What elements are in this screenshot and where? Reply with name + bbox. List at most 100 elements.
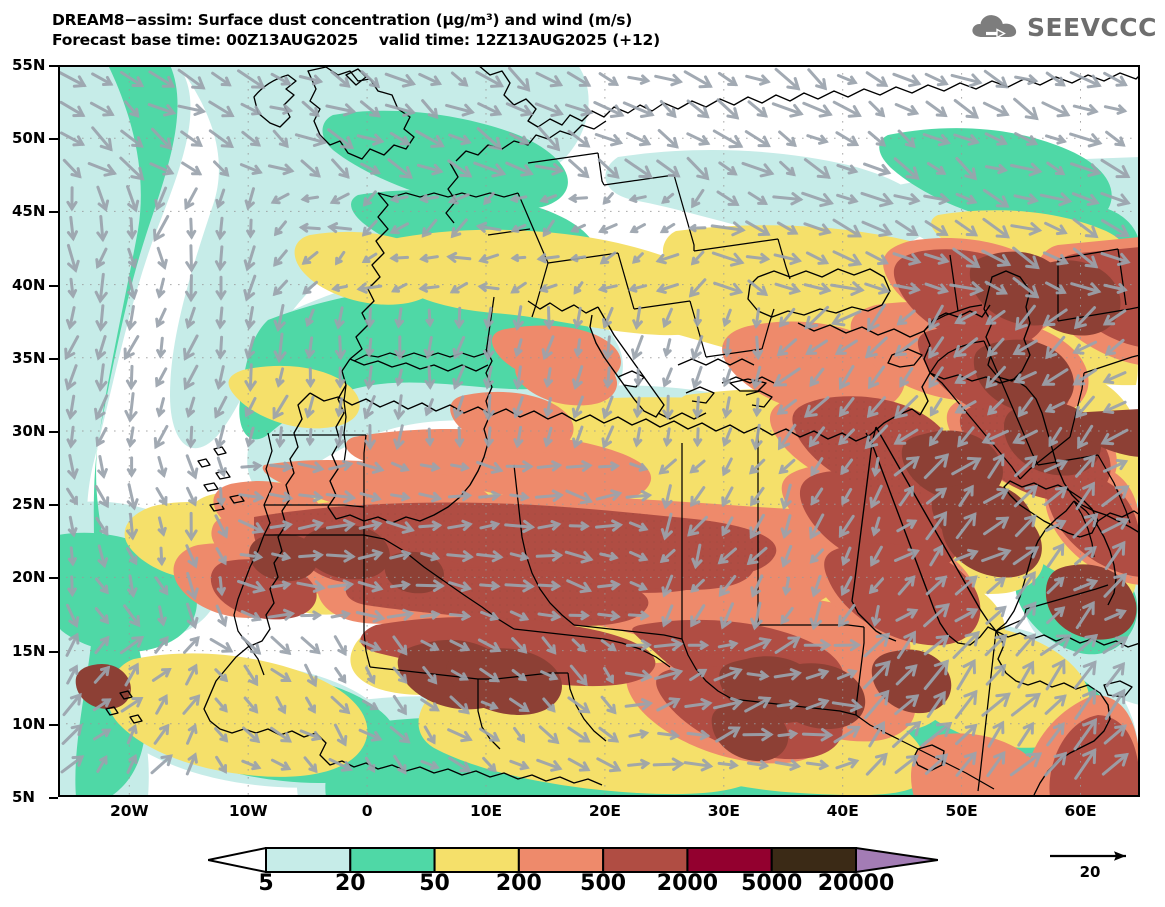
wind-arrow — [752, 335, 764, 361]
wind-arrow — [97, 455, 108, 480]
wind-arrow — [896, 309, 916, 326]
wind-arrow — [601, 425, 615, 449]
wind-arrow — [1012, 246, 1040, 270]
wind-arrow — [393, 754, 407, 775]
wind-arrow — [928, 336, 945, 359]
wind-arrow — [125, 305, 137, 332]
wind-arrow — [1102, 636, 1129, 654]
wind-arrow — [155, 487, 168, 507]
wind-arrow — [362, 699, 379, 711]
wind-arrow — [922, 133, 951, 147]
wind-arrow — [693, 308, 702, 328]
wind-arrow — [949, 281, 985, 296]
wind-arrow — [895, 220, 919, 237]
wind-arrow — [305, 308, 315, 328]
wind-arrow — [126, 547, 138, 566]
wind-arrow — [452, 395, 465, 420]
dust-concentration-map[interactable] — [58, 65, 1140, 797]
wind-arrow — [838, 428, 855, 446]
wind-arrow — [597, 610, 621, 622]
wind-arrow — [717, 760, 739, 770]
wind-arrow — [838, 514, 855, 539]
wind-arrow — [837, 604, 856, 628]
wind-arrow — [60, 755, 85, 774]
wind-arrow — [660, 512, 673, 541]
wind-arrow — [654, 73, 684, 87]
wind-arrow — [66, 243, 80, 273]
wind-arrow — [153, 723, 170, 745]
wind-arrow — [94, 635, 110, 655]
wind-arrow — [1017, 396, 1034, 418]
wind-arrow — [598, 726, 620, 743]
colorbar-band[interactable] — [602, 847, 689, 873]
wind-arrow — [447, 519, 473, 531]
wind-arrow — [61, 723, 83, 745]
wind-arrow — [657, 129, 679, 149]
logo-text: SEEVCCC — [1026, 12, 1157, 42]
wind-arrow — [1046, 606, 1066, 625]
wind-arrow — [420, 760, 440, 770]
wind-arrow — [746, 759, 770, 770]
wind-arrow — [803, 282, 832, 295]
colorbar-band[interactable] — [770, 847, 858, 873]
wind-arrow — [810, 457, 824, 477]
wind-arrow — [327, 222, 353, 234]
wind-arrow — [950, 73, 983, 88]
colorbar-tick-label: 20 — [334, 871, 366, 896]
wind-arrow — [240, 636, 262, 655]
wind-arrow — [1010, 692, 1041, 717]
wind-arrow — [567, 757, 591, 772]
wind-arrow — [211, 71, 232, 87]
wind-arrow — [327, 579, 355, 591]
wind-arrow — [66, 487, 78, 506]
wind-arrow — [389, 222, 410, 235]
wind-arrow — [599, 251, 617, 265]
wind-arrow — [449, 639, 471, 652]
wind-arrow — [67, 515, 78, 538]
wind-arrow — [955, 157, 977, 181]
wind-arrow — [833, 725, 862, 744]
wind-arrow — [59, 100, 86, 118]
wind-arrow — [335, 397, 345, 418]
colorbar-band[interactable] — [349, 847, 436, 873]
wind-arrow — [656, 697, 681, 712]
wind-arrow — [774, 636, 801, 654]
wind-arrow — [505, 102, 534, 117]
wind-arrow — [185, 544, 199, 569]
colorbar[interactable] — [207, 846, 939, 877]
wind-arrow — [780, 514, 792, 539]
wind-arrow — [452, 336, 466, 360]
wind-arrow — [421, 99, 439, 120]
wind-arrow — [1015, 304, 1036, 331]
wind-arrow — [809, 601, 822, 631]
wind-arrow — [446, 251, 472, 263]
wind-arrow — [270, 192, 290, 205]
wind-arrow — [153, 215, 170, 242]
wind-arrow — [243, 696, 259, 714]
wind-arrow — [478, 253, 500, 264]
wind-arrow — [364, 756, 376, 774]
wind-arrow — [624, 669, 653, 682]
wind-arrow — [633, 368, 643, 387]
wind-arrow — [864, 336, 888, 359]
wind-arrow — [450, 71, 469, 87]
wind-arrow — [395, 368, 404, 387]
wind-arrow — [896, 630, 916, 660]
wind-arrow — [65, 632, 80, 657]
wind-arrow — [1101, 485, 1130, 507]
wind-arrow — [1046, 542, 1065, 568]
wind-arrow — [894, 548, 920, 562]
wind-arrow — [691, 365, 703, 390]
wind-arrow — [361, 252, 378, 263]
wind-arrow — [305, 696, 316, 714]
wind-arrow — [415, 579, 445, 592]
wind-arrow — [926, 690, 946, 718]
wind-arrow — [808, 426, 826, 448]
wind-arrow — [1074, 748, 1097, 780]
wind-arrow — [833, 639, 862, 652]
wind-arrow — [567, 129, 591, 148]
wind-arrow — [302, 280, 318, 295]
wind-arrow — [214, 668, 229, 683]
wind-arrow — [652, 757, 685, 771]
wind-arrow — [512, 305, 524, 331]
